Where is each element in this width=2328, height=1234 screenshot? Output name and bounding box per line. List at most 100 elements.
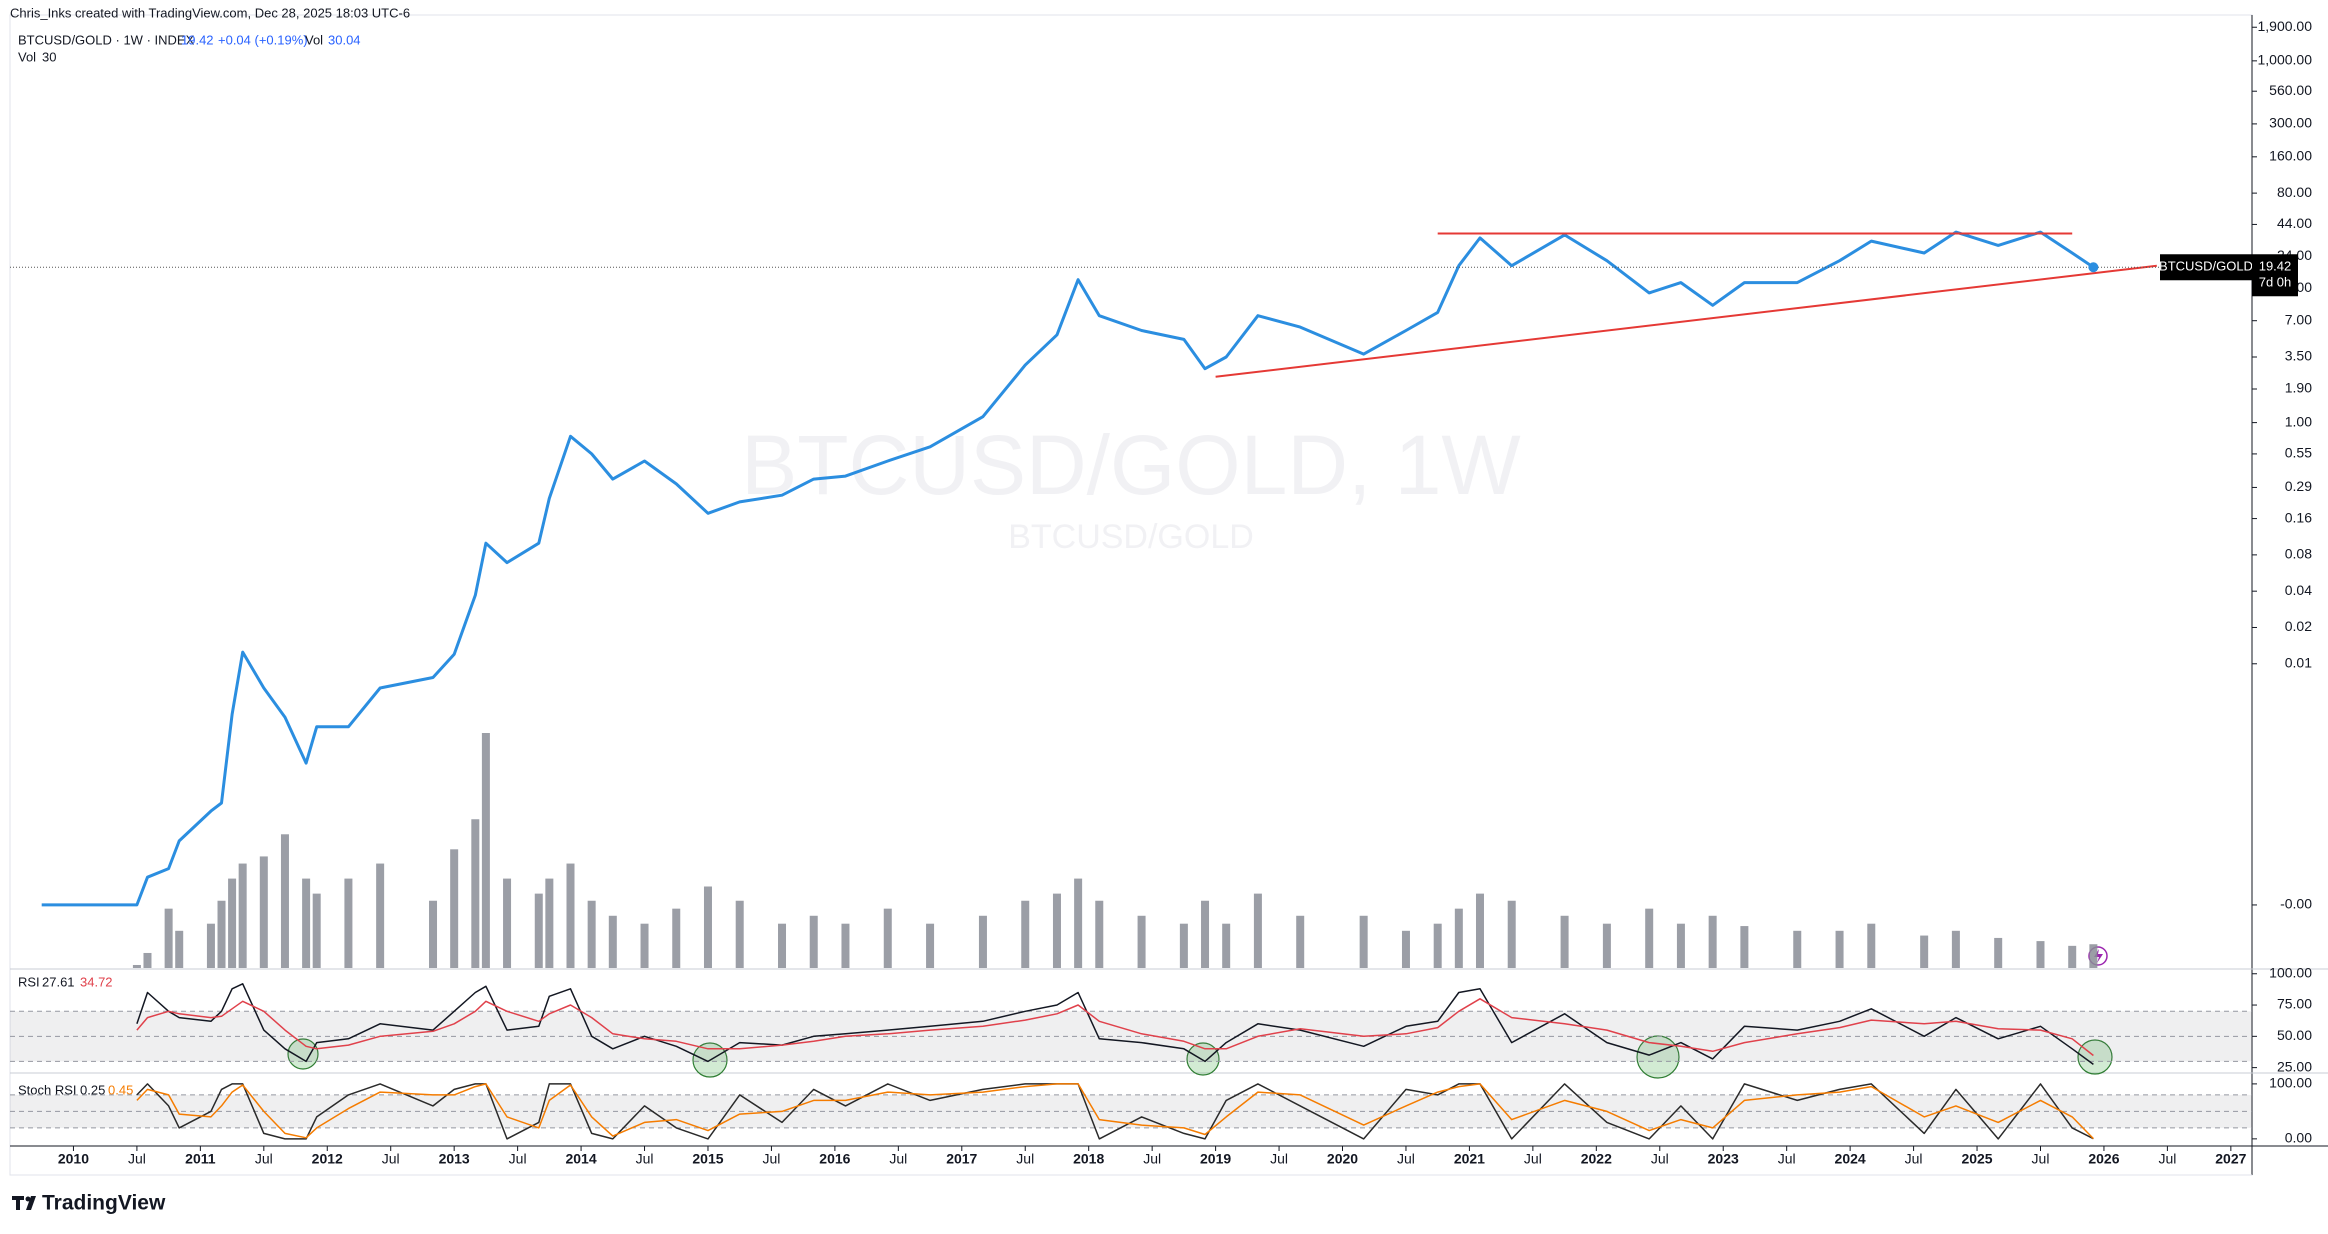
y-tick-label: 0.16	[2285, 509, 2312, 525]
alert-icon[interactable]	[2088, 946, 2108, 966]
y-tick-label: 300.00	[2269, 115, 2312, 131]
volume-bar	[926, 923, 935, 968]
x-tick-label: Jul	[1270, 1151, 1288, 1167]
stoch-d-value: 0.45	[108, 1082, 133, 1097]
indicator-line	[136, 1083, 2094, 1140]
volume-bar	[206, 923, 215, 968]
annotation-circle	[2077, 1039, 2113, 1075]
volume-bar	[1454, 908, 1463, 968]
y-tick-label: 75.00	[2277, 996, 2312, 1012]
y-tick-label: 100.00	[2269, 1075, 2312, 1091]
y-tick-label: 1.00	[2285, 413, 2312, 429]
x-tick-label: 2026	[2088, 1151, 2119, 1167]
x-tick-label: Jul	[1905, 1151, 1923, 1167]
symbol-label: BTCUSD/GOLD	[2159, 259, 2253, 274]
trend-line	[1215, 264, 2157, 378]
volume-bar	[1708, 915, 1717, 968]
volume-bar	[608, 915, 617, 968]
volume-bar	[1021, 900, 1030, 968]
volume-bar	[566, 863, 575, 968]
y-tick-label: 1,900.00	[2258, 18, 2313, 34]
y-tick-label: 0.02	[2285, 618, 2312, 634]
volume-indicator-setting: 30	[42, 49, 56, 64]
x-tick-label: 2025	[1961, 1151, 1992, 1167]
logo-dot	[25, 1196, 31, 1202]
volume-bar	[1095, 900, 1104, 968]
y-tick-label: 160.00	[2269, 148, 2312, 164]
y-tick-label: 0.01	[2285, 654, 2312, 670]
x-tick-label: Jul	[255, 1151, 273, 1167]
x-tick-label: Jul	[128, 1151, 146, 1167]
stoch-k-value: 0.25	[80, 1082, 105, 1097]
x-tick-label: 2011	[185, 1151, 216, 1167]
volume-bar	[1222, 923, 1231, 968]
volume-bar	[1074, 878, 1083, 968]
volume-bar	[259, 856, 268, 968]
volume-bar	[1475, 893, 1484, 968]
y-tick-label: 0.55	[2285, 445, 2312, 461]
footer-brand: TradingView	[42, 1192, 166, 1215]
author-line: Chris_Inks created with TradingView.com,…	[10, 5, 410, 20]
x-tick-label: Jul	[1651, 1151, 1669, 1167]
volume-bar	[883, 908, 892, 968]
volume-bar	[2089, 944, 2098, 968]
volume-bar	[1137, 915, 1146, 968]
x-tick-label: 2010	[58, 1151, 89, 1167]
indicator-line	[136, 998, 2094, 1057]
volume-bar	[450, 849, 459, 968]
volume-bar	[1835, 930, 1844, 968]
volume-bar	[1920, 935, 1929, 968]
volume-bar	[2068, 945, 2077, 968]
x-tick-label: 2015	[692, 1151, 723, 1167]
x-tick-label: Jul	[1143, 1151, 1161, 1167]
volume-bar	[280, 834, 289, 968]
volume-bar	[228, 878, 237, 968]
y-tick-label: -0.00	[2280, 896, 2312, 912]
y-tick-label: 0.08	[2285, 546, 2312, 562]
countdown-label: 7d 0h	[2259, 275, 2292, 290]
last-price-dot	[2088, 262, 2099, 273]
volume-bar	[238, 863, 247, 968]
y-tick-label: 80.00	[2277, 184, 2312, 200]
volume-bar	[143, 952, 152, 968]
rsi-ma-value: 34.72	[80, 974, 113, 989]
volume-bar	[175, 930, 184, 968]
volume-bar	[503, 878, 512, 968]
volume-bar	[1201, 900, 1210, 968]
y-tick-label: 7.00	[2285, 311, 2312, 327]
volume-bar	[217, 900, 226, 968]
volume-bar	[1359, 915, 1368, 968]
x-tick-label: Jul	[1397, 1151, 1415, 1167]
x-tick-label: Jul	[762, 1151, 780, 1167]
x-tick-label: 2027	[2215, 1151, 2246, 1167]
volume-bar	[1179, 923, 1188, 968]
logo-mark	[12, 1196, 24, 1210]
volume-bar	[132, 964, 141, 968]
volume-bar	[1740, 926, 1749, 968]
x-tick-label: Jul	[1016, 1151, 1034, 1167]
x-tick-label: Jul	[636, 1151, 654, 1167]
volume-bar	[1867, 923, 1876, 968]
volume-bar	[1433, 923, 1442, 968]
y-tick-label: 50.00	[2277, 1027, 2312, 1043]
rsi-title: RSI	[18, 974, 40, 989]
x-tick-label: 2021	[1454, 1151, 1485, 1167]
x-tick-label: 2024	[1835, 1151, 1866, 1167]
volume-bar	[587, 900, 596, 968]
volume-bar	[2036, 941, 2045, 968]
x-tick-label: Jul	[382, 1151, 400, 1167]
y-tick-label: 1.90	[2285, 380, 2312, 396]
y-tick-label: 1,000.00	[2258, 52, 2313, 68]
volume-bar	[302, 878, 311, 968]
volume-bar	[1676, 923, 1685, 968]
volume-bar	[978, 915, 987, 968]
volume-bar	[471, 819, 480, 968]
x-tick-label: 2018	[1073, 1151, 1104, 1167]
volume-bar	[1560, 915, 1569, 968]
symbol-label-box	[2160, 254, 2252, 281]
x-tick-label: 2013	[439, 1151, 470, 1167]
x-tick-label: 2022	[1581, 1151, 1612, 1167]
volume-indicator-name: Vol	[18, 49, 36, 64]
volume-bar	[1602, 923, 1611, 968]
